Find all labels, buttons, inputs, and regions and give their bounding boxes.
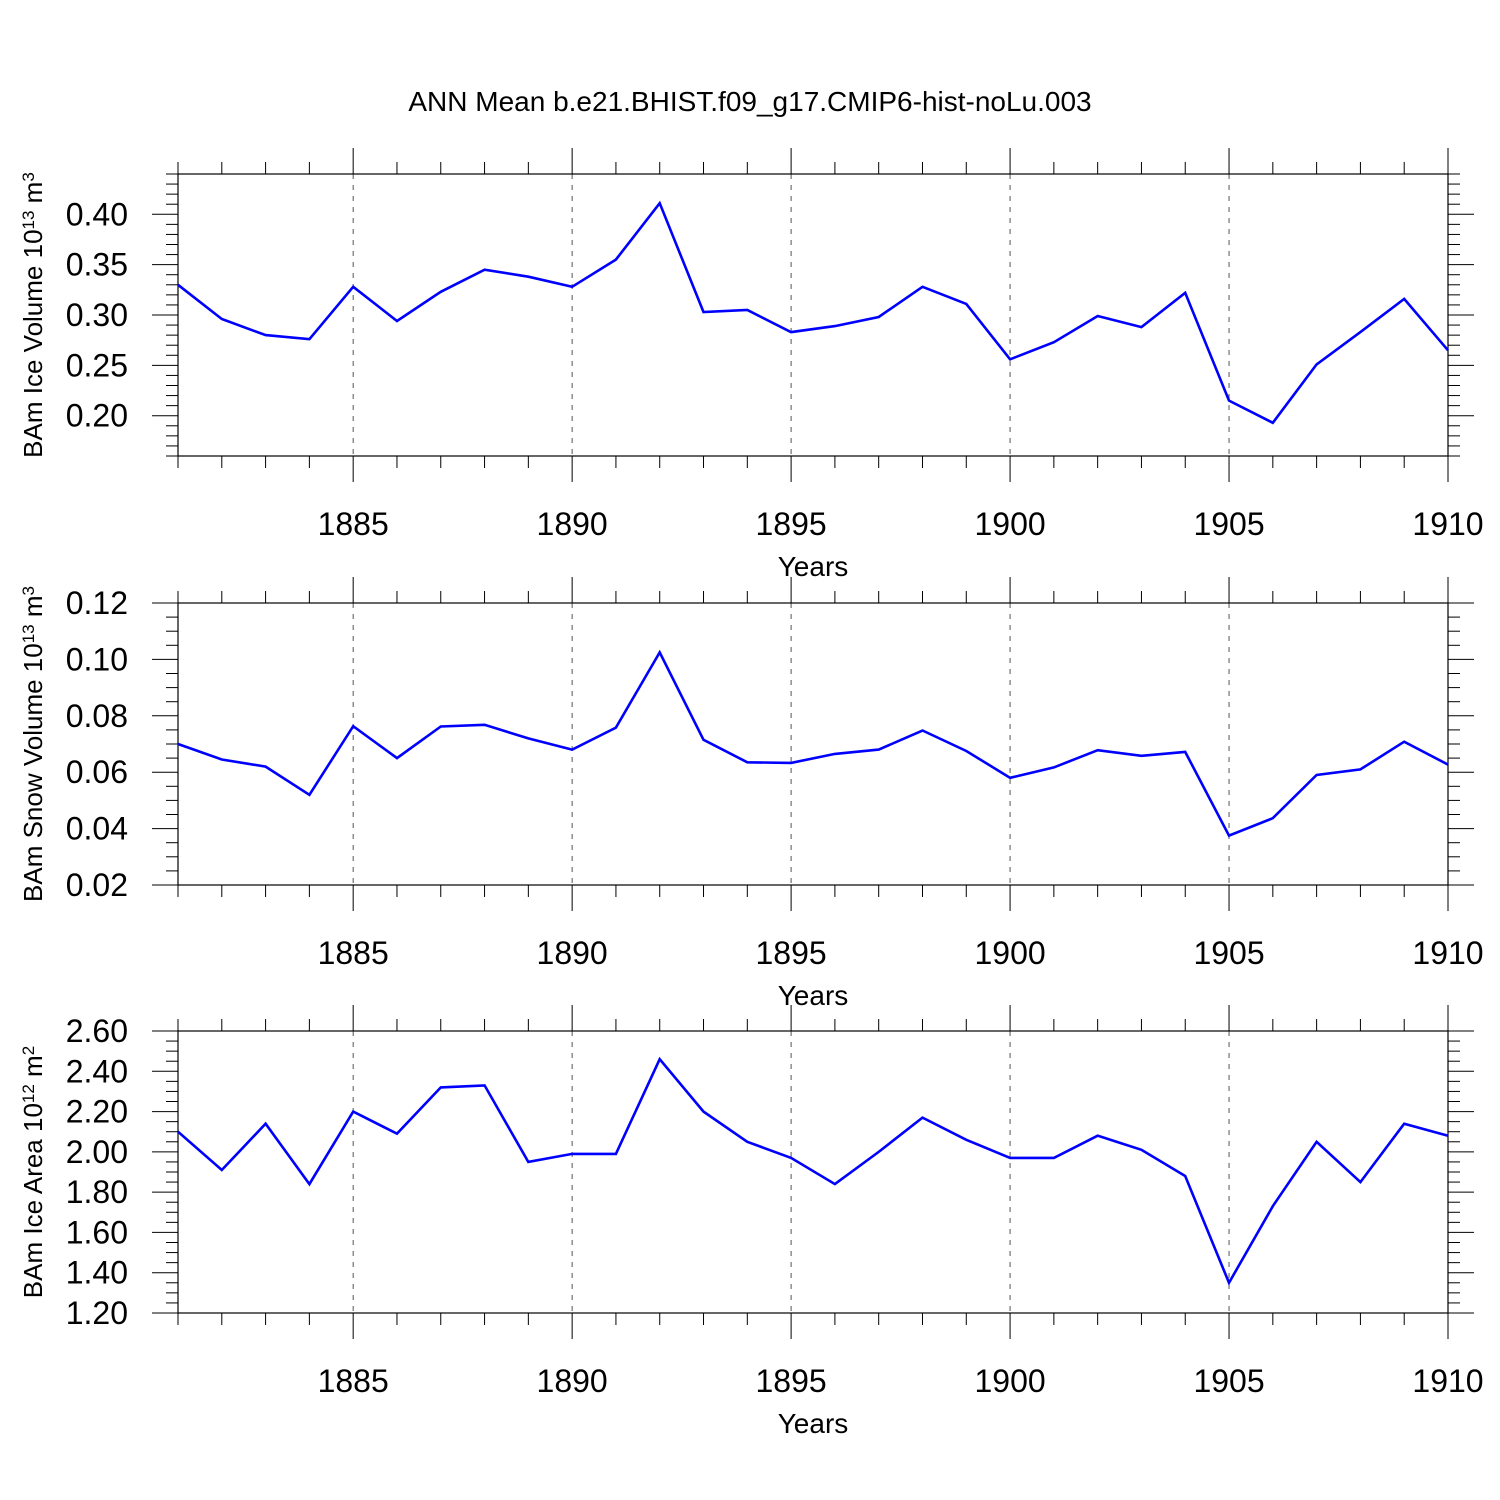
y-tick-label: 2.40 [66,1053,128,1089]
x-tick-label: 1905 [1193,1363,1264,1399]
x-axis-label: Years [778,980,849,1011]
y-tick-label: 0.30 [66,297,128,333]
y-tick-label: 0.12 [66,585,128,621]
y-axis-label: BAm Ice Area 1012 m2 [18,1046,48,1298]
series-line-1 [177,649,1449,838]
x-tick-label: 1910 [1412,506,1483,542]
x-tick-label: 1905 [1193,935,1264,971]
chart-panel-2: 0.02 0.04 0.06 0.08 0.10 0.12 1885 1890 1895 1900… [18,577,1484,1011]
y-tick-label: 0.25 [66,347,128,383]
y-axis-label: BAm Ice Volume 1013 m3 [18,172,48,458]
y-tick-label: 0.04 [66,811,128,847]
x-tick-label: 1910 [1412,935,1483,971]
y-tick-label: 2.60 [66,1013,128,1049]
x-tick-label: 1890 [537,935,608,971]
x-tick-label: 1885 [318,935,389,971]
figure-title: ANN Mean b.e21.BHIST.f09_g17.CMIP6-hist-… [408,86,1091,117]
chart-panel-3: 1.20 1.40 1.60 1.80 2.00 2.20 2.40 2.60 1885 1890… [18,1005,1484,1439]
x-tick-label: 1910 [1412,1363,1483,1399]
chart-panel-1: 0.20 0.25 0.30 0.35 0.40 1885 1890 1895 1900 1905… [18,148,1484,582]
y-axis-label: BAm Snow Volume 1013 m3 [18,586,48,902]
x-axis-label: Years [778,551,849,582]
x-tick-label: 1885 [318,1363,389,1399]
y-tick-label: 0.10 [66,641,128,677]
y-tick-label: 1.80 [66,1174,128,1210]
x-tick-label: 1885 [318,506,389,542]
y-tick-label: 0.08 [66,698,128,734]
y-tick-label: 1.40 [66,1255,128,1291]
series-line-1 [177,200,1449,425]
y-tick-label: 1.60 [66,1214,128,1250]
x-tick-label: 1905 [1193,506,1264,542]
x-tick-label: 1900 [974,506,1045,542]
x-tick-label: 1895 [756,506,827,542]
x-tick-label: 1900 [974,935,1045,971]
y-tick-label: 2.20 [66,1094,128,1130]
x-tick-label: 1895 [756,935,827,971]
y-tick-label: 2.00 [66,1134,128,1170]
series-line-1 [177,1056,1449,1286]
x-tick-label: 1895 [756,1363,827,1399]
plot-frame [177,173,1449,457]
y-tick-label: 0.02 [66,867,128,903]
y-tick-label: 0.40 [66,196,128,232]
x-tick-label: 1900 [974,1363,1045,1399]
plot-frame [177,602,1449,886]
x-axis-label: Years [778,1408,849,1439]
y-tick-label: 0.35 [66,247,128,283]
x-tick-label: 1890 [537,1363,608,1399]
x-tick-label: 1890 [537,506,608,542]
y-tick-label: 0.20 [66,398,128,434]
y-tick-label: 1.20 [66,1295,128,1331]
y-tick-label: 0.06 [66,754,128,790]
plot-frame [177,1030,1449,1314]
